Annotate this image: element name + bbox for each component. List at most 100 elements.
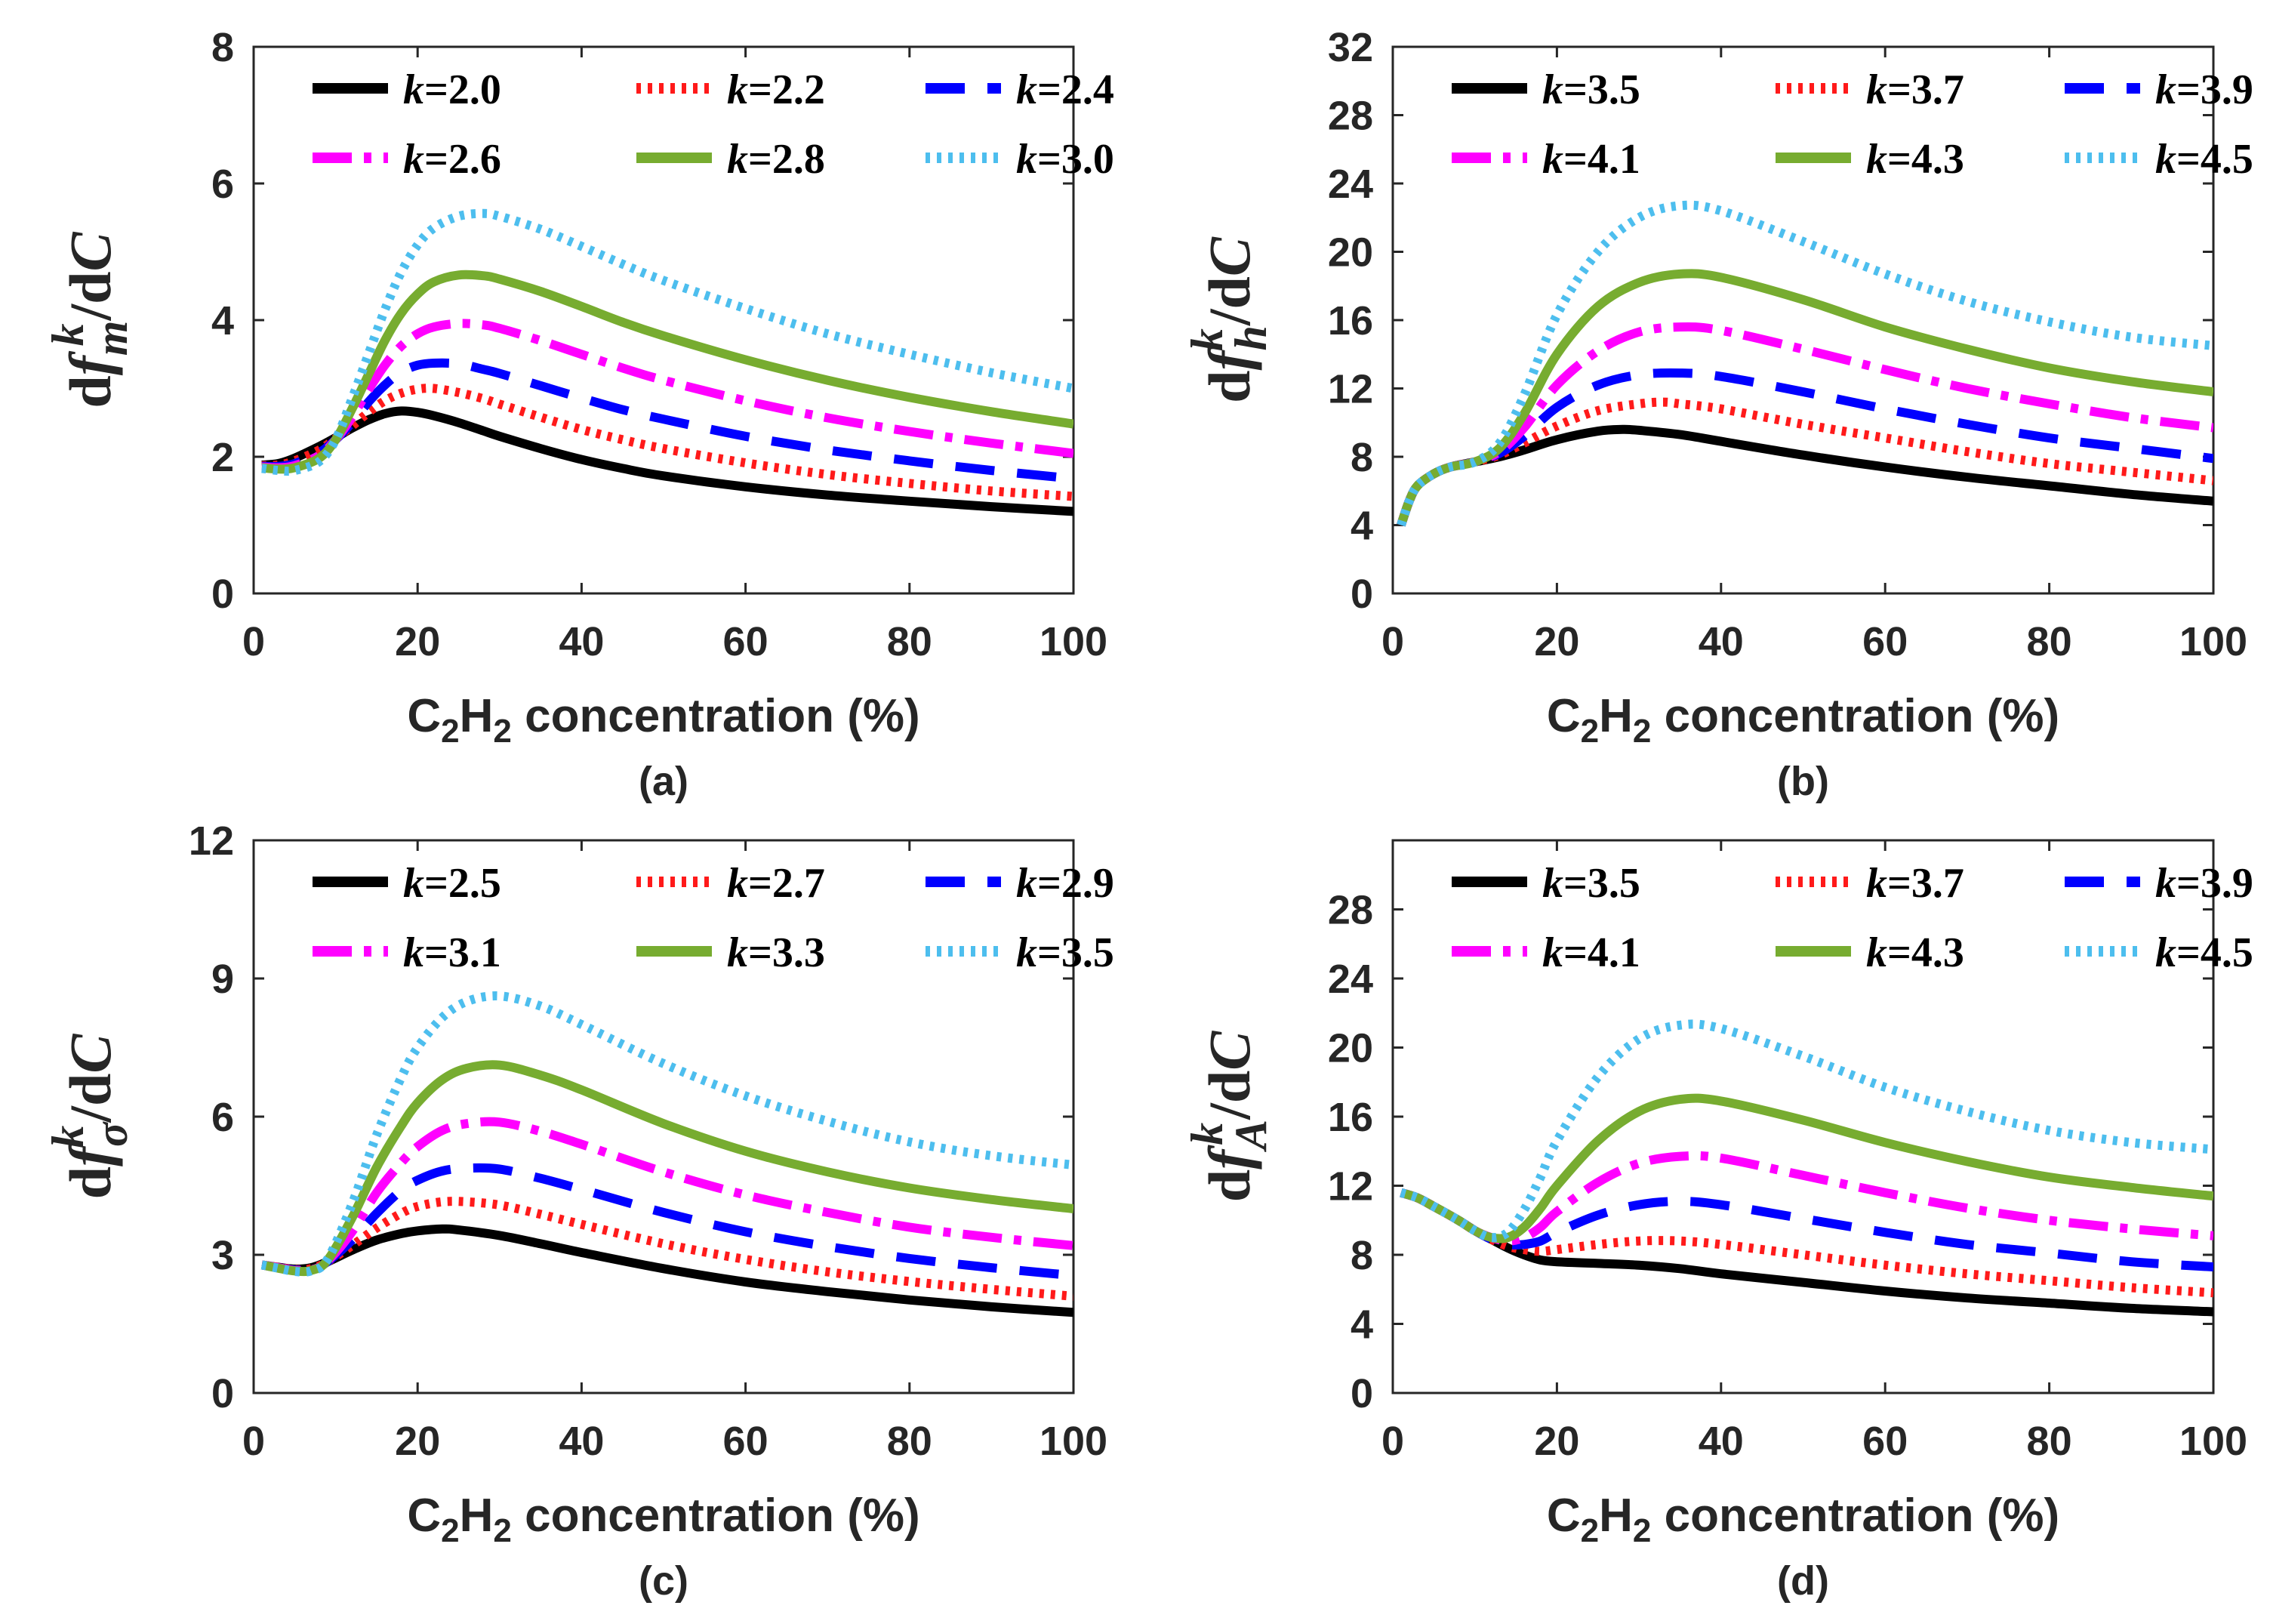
chart-panel: 0 20 40 60 80 100 0 3 6 9 12 k=2.5 k=2.7 k=2.9 k=3.1 k=… [43, 818, 1114, 1604]
legend-label: k=4.5 [2155, 929, 2253, 976]
legend-item: k=4.1 [1452, 136, 1640, 183]
legend-item: k=4.3 [1776, 929, 1964, 976]
x-tick-label: 80 [887, 1419, 932, 1464]
x-tick-label: 100 [2179, 619, 2247, 664]
legend-item: k=2.6 [313, 136, 501, 183]
legend-item: k=2.9 [926, 860, 1114, 907]
series-line [261, 208, 1073, 476]
y-tick-label: 24 [1328, 957, 1373, 1002]
legend-item: k=3.9 [2065, 66, 2253, 113]
panel-label: (a) [639, 759, 688, 804]
y-tick-label: 12 [1328, 1164, 1373, 1210]
legend-item: k=4.1 [1452, 929, 1640, 976]
legend-label: k=4.1 [1542, 136, 1640, 183]
y-tick-label: 0 [1351, 572, 1373, 617]
x-tick-label: 80 [887, 619, 932, 664]
series-line [261, 406, 1073, 516]
y-tick-label: 12 [189, 818, 234, 864]
y-tick-label: 8 [1351, 435, 1373, 480]
legend-item: k=3.1 [313, 929, 501, 976]
x-tick-label: 80 [2027, 1419, 2072, 1464]
legend-label: k=2.8 [727, 136, 825, 183]
legend-item: k=3.9 [2065, 860, 2253, 907]
y-tick-label: 4 [1351, 504, 1373, 549]
y-axis-label: dfAk/dC [1182, 1031, 1276, 1202]
y-tick-label: 0 [1351, 1371, 1373, 1416]
y-tick-label: 28 [1328, 94, 1373, 139]
y-tick-label: 8 [1351, 1233, 1373, 1278]
series-group [260, 991, 1073, 1317]
panel-label: (c) [639, 1558, 688, 1604]
legend-item: k=3.7 [1776, 860, 1964, 907]
series-group [1397, 200, 2213, 527]
legend-item: k=3.7 [1776, 66, 1964, 113]
series-group [1400, 1019, 2213, 1317]
y-tick-label: 3 [211, 1233, 234, 1278]
legend-label: k=2.7 [727, 860, 825, 907]
x-tick-label: 100 [2179, 1419, 2247, 1464]
y-tick-label: 4 [1351, 1302, 1373, 1348]
y-tick-label: 28 [1328, 888, 1373, 933]
legend-label: k=3.5 [1542, 66, 1640, 113]
x-tick-label: 40 [1699, 1419, 1744, 1464]
x-tick-label: 0 [1381, 1419, 1404, 1464]
legend-label: k=2.6 [403, 136, 501, 183]
x-tick-label: 20 [395, 1419, 440, 1464]
y-tick-label: 2 [211, 435, 234, 480]
x-axis-label: C2H2 concentration (%) [1547, 690, 2059, 750]
legend-item: k=3.5 [926, 929, 1114, 976]
legend-item: k=4.5 [2065, 136, 2253, 183]
x-tick-label: 20 [1534, 619, 1579, 664]
y-axis-label: dfσk/dC [43, 1034, 137, 1200]
series-line [1397, 200, 2213, 527]
legend-label: k=3.9 [2155, 860, 2253, 907]
legend-label: k=3.9 [2155, 66, 2253, 113]
x-tick-label: 0 [1381, 619, 1404, 664]
y-tick-label: 6 [211, 1095, 234, 1140]
legend-label: k=3.3 [727, 929, 825, 976]
x-tick-label: 40 [559, 619, 604, 664]
chart-panel: 0 20 40 60 80 100 0 2 4 6 8 k=2.0 k=2.2 k=2.4 k=2.6 k=2… [43, 25, 1114, 804]
legend-item: k=2.2 [636, 66, 825, 113]
y-tick-label: 32 [1328, 25, 1373, 70]
plot-frame [252, 45, 1075, 595]
series-line [260, 1163, 1073, 1280]
legend-item: k=2.7 [636, 860, 825, 907]
x-tick-label: 80 [2027, 619, 2072, 664]
legend-item: k=2.5 [313, 860, 501, 907]
legend-label: k=4.3 [1866, 929, 1964, 976]
x-tick-label: 40 [559, 1419, 604, 1464]
x-tick-label: 0 [242, 619, 265, 664]
legend-item: k=4.3 [1776, 136, 1964, 183]
legend-label: k=3.0 [1016, 136, 1114, 183]
legend-label: k=2.2 [727, 66, 825, 113]
plot-frame [1391, 45, 2215, 595]
legend-label: k=4.3 [1866, 136, 1964, 183]
legend-item: k=2.4 [926, 66, 1114, 113]
chart-panel: 0 20 40 60 80 100 0 4 8 12 16 20 24 28 k=3.5 k=3.7 k=3.9… [1182, 839, 2253, 1604]
legend-item: k=3.5 [1452, 66, 1640, 113]
y-axis-label: dfmk/dC [43, 231, 137, 408]
series-line [1400, 1093, 2213, 1243]
x-axis-label: C2H2 concentration (%) [407, 690, 919, 750]
legend-item: k=3.3 [636, 929, 825, 976]
legend-label: k=2.5 [403, 860, 501, 907]
y-tick-label: 20 [1328, 1026, 1373, 1071]
y-tick-label: 8 [211, 25, 234, 70]
x-tick-label: 20 [1534, 1419, 1579, 1464]
y-tick-label: 20 [1328, 230, 1373, 276]
panel-label: (b) [1777, 759, 1829, 804]
legend-label: k=3.5 [1542, 860, 1640, 907]
legend-label: k=3.7 [1866, 860, 1964, 907]
legend-label: k=2.9 [1016, 860, 1114, 907]
y-tick-label: 6 [211, 162, 234, 207]
chart-panel: 0 20 40 60 80 100 0 4 8 12 16 20 24 28 32 k=3.5 k=3.7 k=3… [1182, 25, 2253, 804]
x-axis-label: C2H2 concentration (%) [1547, 1490, 2059, 1549]
series-line [1400, 1019, 2213, 1243]
legend-item: k=4.5 [2065, 929, 2253, 976]
y-axis-label: dfhk/dC [1182, 236, 1276, 403]
series-line [1397, 322, 2213, 527]
y-tick-label: 24 [1328, 162, 1373, 207]
x-tick-label: 60 [723, 1419, 768, 1464]
